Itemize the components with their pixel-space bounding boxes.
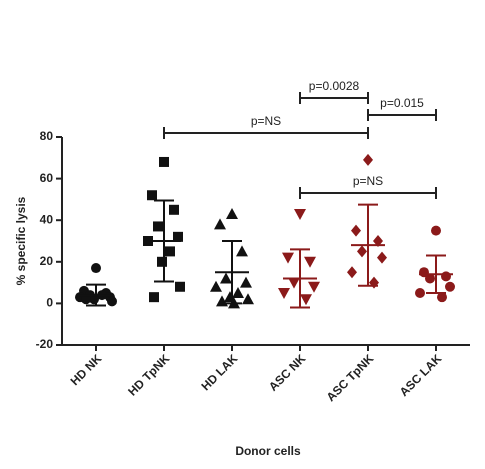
point <box>445 281 455 292</box>
y-tick-label: 20 <box>40 254 54 268</box>
point <box>242 293 254 305</box>
x-tick-label: ASC TpNK <box>324 351 377 404</box>
x-axis-title: Donor cells <box>235 444 301 458</box>
point <box>226 207 238 219</box>
point <box>232 287 244 298</box>
point <box>175 281 185 292</box>
y-tick-label: -20 <box>36 337 54 351</box>
p-value: p=NS <box>251 114 281 128</box>
point <box>81 294 91 305</box>
point <box>347 266 357 279</box>
point <box>214 218 226 230</box>
point <box>373 235 383 247</box>
x-tick-label: HD NK <box>68 351 105 388</box>
point <box>300 294 312 306</box>
point <box>173 231 183 242</box>
x-tick-label: ASC LAK <box>397 351 445 399</box>
point <box>441 271 451 282</box>
point <box>278 288 290 299</box>
x-tick-label: HD TpNK <box>125 351 172 398</box>
p-value: p=NS <box>353 174 383 188</box>
y-tick-label: 60 <box>40 171 54 185</box>
point <box>357 245 367 258</box>
point <box>363 153 373 166</box>
point <box>165 246 175 257</box>
y-axis-title: % specific lysis <box>14 196 28 285</box>
point <box>282 252 294 264</box>
point <box>425 273 435 284</box>
point <box>377 251 387 264</box>
point <box>149 292 159 303</box>
point <box>369 276 379 289</box>
point <box>437 292 447 303</box>
y-tick-label: 80 <box>40 129 54 143</box>
point <box>431 225 441 236</box>
point <box>308 281 320 293</box>
point <box>107 296 117 307</box>
point <box>169 204 179 215</box>
x-tick-label: ASC NK <box>266 351 309 394</box>
point <box>91 263 101 274</box>
point <box>236 245 248 257</box>
x-tick-label: HD LAK <box>198 351 240 393</box>
point <box>159 156 169 167</box>
point <box>210 280 222 292</box>
point <box>288 277 300 289</box>
y-tick-label: 0 <box>46 296 53 310</box>
point <box>153 221 163 232</box>
point <box>304 256 316 268</box>
y-tick-label: 40 <box>40 212 54 226</box>
p-value: p=0.015 <box>380 96 424 110</box>
point <box>220 272 232 284</box>
point <box>351 224 361 237</box>
point <box>157 256 167 267</box>
point <box>147 190 157 201</box>
point <box>294 208 306 220</box>
point <box>240 276 252 288</box>
p-value: p=0.0028 <box>309 79 360 93</box>
point <box>415 288 425 298</box>
